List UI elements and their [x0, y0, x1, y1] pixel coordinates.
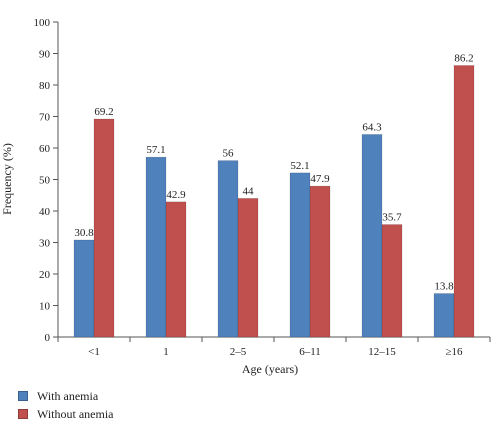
data-label-without-anemia-2: 44 — [243, 185, 255, 197]
x-axis-title: Age (years) — [242, 362, 298, 376]
y-tick-label-10: 10 — [39, 301, 51, 313]
bar-with-anemia-1 — [145, 156, 167, 338]
y-tick-label-80: 80 — [39, 80, 51, 92]
bar-without-anemia-4 — [381, 224, 403, 338]
x-tick-label-1: 1 — [163, 346, 169, 358]
data-label-without-anemia-1: 42.9 — [166, 189, 186, 201]
data-label-without-anemia-0: 69.2 — [94, 106, 113, 118]
x-tick-label-5: ≥16 — [445, 346, 463, 358]
y-tick-label-30: 30 — [39, 238, 51, 250]
bar-with-anemia-4 — [361, 134, 383, 338]
data-label-without-anemia-3: 47.9 — [310, 173, 330, 185]
y-tick-label-20: 20 — [39, 269, 51, 281]
y-tick-label-90: 90 — [39, 49, 51, 61]
data-label-with-anemia-0: 30.8 — [74, 227, 94, 239]
x-tick-label-0: <1 — [88, 346, 100, 358]
data-label-without-anemia-5: 86.2 — [454, 52, 473, 64]
bar-without-anemia-5 — [453, 65, 475, 338]
data-labels: 30.8 69.2 57.1 42.9 56 44 52.147.9 64.3 35.7 13.8… — [74, 52, 473, 292]
bar-with-anemia-3 — [289, 172, 311, 338]
data-label-without-anemia-4: 35.7 — [382, 212, 402, 224]
legend: With anemia Without anemia — [18, 387, 114, 423]
y-axis: 0 10 20 30 40 50 60 70 80 90 100 — [34, 17, 59, 344]
legend-swatch-without-anemia — [18, 409, 28, 419]
y-tick-label-60: 60 — [39, 143, 51, 155]
bars — [73, 65, 475, 338]
legend-label-without-anemia: Without anemia — [37, 406, 114, 421]
data-label-with-anemia-4: 64.3 — [362, 121, 382, 133]
data-label-with-anemia-2: 56 — [223, 148, 235, 160]
bar-without-anemia-3 — [309, 185, 331, 338]
y-tick-label-0: 0 — [45, 332, 51, 344]
x-tick-label-3: 6–11 — [299, 346, 321, 358]
data-label-with-anemia-5: 13.8 — [434, 281, 454, 293]
bar-without-anemia-1 — [165, 201, 187, 338]
y-tick-label-100: 100 — [34, 17, 51, 29]
y-tick-label-70: 70 — [39, 112, 51, 124]
legend-item-without-anemia: Without anemia — [18, 405, 114, 423]
bar-with-anemia-2 — [217, 160, 239, 338]
y-tick-label-50: 50 — [39, 175, 51, 187]
bar-without-anemia-0 — [93, 118, 115, 338]
x-axis: <1 1 2–5 6–11 12–15 ≥16 — [57, 336, 491, 358]
legend-swatch-with-anemia — [18, 391, 28, 401]
bar-with-anemia-0 — [73, 239, 95, 338]
legend-label-with-anemia: With anemia — [37, 388, 99, 403]
x-tick-label-2: 2–5 — [230, 346, 247, 358]
legend-item-with-anemia: With anemia — [18, 387, 114, 405]
bar-with-anemia-5 — [433, 293, 455, 338]
y-tick-label-40: 40 — [39, 206, 51, 218]
x-tick-label-4: 12–15 — [368, 346, 396, 358]
data-label-with-anemia-3: 52.1 — [290, 160, 309, 172]
data-label-with-anemia-1: 57.1 — [146, 144, 165, 156]
bar-without-anemia-2 — [237, 198, 259, 338]
y-axis-title: Frequency (%) — [0, 143, 14, 215]
